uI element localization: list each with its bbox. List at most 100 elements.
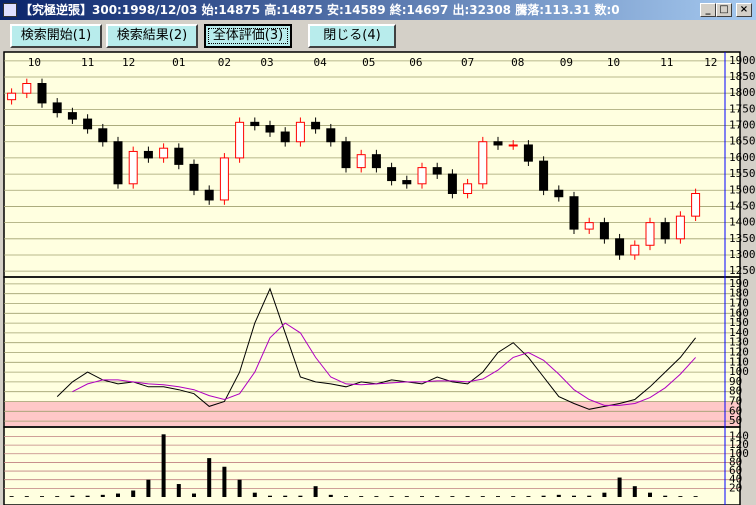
candle-body bbox=[280, 131, 290, 143]
x-tick-label: 04 bbox=[314, 56, 328, 69]
candle-body bbox=[584, 222, 594, 230]
candle-body bbox=[417, 167, 427, 185]
volume-bar bbox=[617, 477, 622, 497]
volume-bar bbox=[100, 494, 105, 497]
candle-body bbox=[52, 102, 62, 114]
volume-bar bbox=[237, 479, 242, 497]
volume-bar bbox=[268, 495, 272, 497]
volume-bar bbox=[602, 492, 607, 497]
volume-bar bbox=[556, 494, 561, 497]
y-tick-label: 13500 bbox=[729, 232, 756, 245]
volume-bar bbox=[146, 479, 151, 497]
volume-bar bbox=[40, 496, 44, 497]
x-tick-label: 07 bbox=[461, 56, 474, 69]
y-tick-label: 16000 bbox=[729, 151, 756, 164]
candle-body bbox=[463, 183, 473, 194]
candle-body bbox=[295, 121, 305, 143]
candle-body bbox=[660, 222, 670, 240]
x-tick-label: 05 bbox=[362, 56, 375, 69]
volume-bar bbox=[496, 496, 500, 497]
candle-body bbox=[493, 141, 503, 146]
volume-bar bbox=[207, 458, 212, 497]
y-tick-label: 190 bbox=[729, 277, 749, 290]
volume-bar bbox=[374, 496, 379, 497]
y-tick-label: 60 bbox=[729, 404, 742, 417]
x-tick-label: 11 bbox=[81, 56, 94, 69]
volume-bar bbox=[9, 496, 14, 497]
candle-body bbox=[341, 141, 351, 169]
x-tick-label: 01 bbox=[172, 56, 185, 69]
y-tick-label: 80 bbox=[729, 455, 742, 468]
y-tick-label: 90 bbox=[729, 375, 742, 388]
candle-body bbox=[7, 92, 17, 101]
candle-body bbox=[675, 215, 685, 240]
candle-body bbox=[447, 173, 457, 195]
volume-bar bbox=[70, 495, 75, 497]
candle-body bbox=[599, 222, 609, 240]
candle-body bbox=[83, 118, 93, 130]
y-tick-label: 19000 bbox=[729, 54, 756, 67]
volume-bar bbox=[693, 496, 698, 497]
volume-bar bbox=[131, 490, 136, 497]
volume-bar bbox=[389, 496, 394, 497]
candle-body bbox=[402, 180, 412, 185]
volume-bar bbox=[359, 496, 364, 497]
y-tick-label: 180 bbox=[729, 287, 749, 300]
volume-bar bbox=[328, 494, 333, 497]
candle-body bbox=[508, 144, 518, 147]
volume-bar bbox=[572, 495, 576, 497]
toolbar-button[interactable]: 全体評価(3) bbox=[204, 24, 292, 48]
close-button[interactable]: × bbox=[736, 3, 752, 17]
maximize-button[interactable]: □ bbox=[716, 3, 732, 17]
y-tick-label: 70 bbox=[729, 395, 742, 408]
candle-body bbox=[22, 83, 32, 94]
volume-bar bbox=[587, 495, 592, 497]
y-tick-label: 100 bbox=[729, 447, 749, 460]
volume-bar bbox=[435, 496, 440, 497]
candle-body bbox=[159, 147, 169, 159]
y-tick-label: 18000 bbox=[729, 86, 756, 99]
x-tick-label: 10 bbox=[607, 56, 620, 69]
volume-bar bbox=[526, 496, 531, 497]
candle-body bbox=[67, 112, 77, 120]
candle-body bbox=[98, 128, 108, 143]
candle-body bbox=[539, 160, 549, 191]
toolbar-button[interactable]: 検索開始(1) bbox=[10, 24, 102, 48]
volume-bar bbox=[192, 493, 196, 497]
candle-body bbox=[250, 121, 260, 127]
candle-body bbox=[174, 147, 184, 165]
y-tick-label: 40 bbox=[729, 473, 742, 486]
candle-body bbox=[371, 154, 381, 169]
candle-body bbox=[691, 193, 701, 217]
candle-body bbox=[143, 150, 153, 159]
x-tick-label: 12 bbox=[122, 56, 135, 69]
y-tick-label: 100 bbox=[729, 365, 749, 378]
y-tick-label: 120 bbox=[729, 438, 749, 451]
y-tick-label: 14000 bbox=[729, 216, 756, 229]
window-title: 【究極逆張】300:1998/12/03 始:14875 高:14875 安:1… bbox=[20, 3, 620, 17]
chart-background bbox=[3, 51, 741, 505]
candle-body bbox=[478, 141, 488, 185]
x-tick-label: 10 bbox=[28, 56, 41, 69]
toolbar-button[interactable]: 閉じる(4) bbox=[308, 24, 396, 48]
x-tick-label: 12 bbox=[704, 56, 717, 69]
x-tick-label: 06 bbox=[409, 56, 422, 69]
volume-bar bbox=[298, 495, 303, 497]
title-bar: 【究極逆張】300:1998/12/03 始:14875 高:14875 安:1… bbox=[0, 0, 756, 20]
volume-bar bbox=[465, 496, 470, 497]
y-tick-label: 15000 bbox=[729, 183, 756, 196]
minimize-button[interactable]: _ bbox=[700, 3, 716, 17]
toolbar-button[interactable]: 検索結果(2) bbox=[106, 24, 198, 48]
x-tick-label: 11 bbox=[660, 56, 673, 69]
candle-body bbox=[265, 125, 275, 133]
y-tick-label: 15500 bbox=[729, 167, 756, 180]
candle-body bbox=[311, 121, 321, 130]
candle-body bbox=[113, 141, 123, 185]
volume-bar bbox=[480, 496, 485, 497]
volume-bar bbox=[252, 492, 257, 497]
y-tick-label: 17000 bbox=[729, 119, 756, 132]
candle-body bbox=[387, 167, 397, 182]
indicator-line bbox=[72, 322, 696, 406]
candle-body bbox=[432, 167, 442, 175]
